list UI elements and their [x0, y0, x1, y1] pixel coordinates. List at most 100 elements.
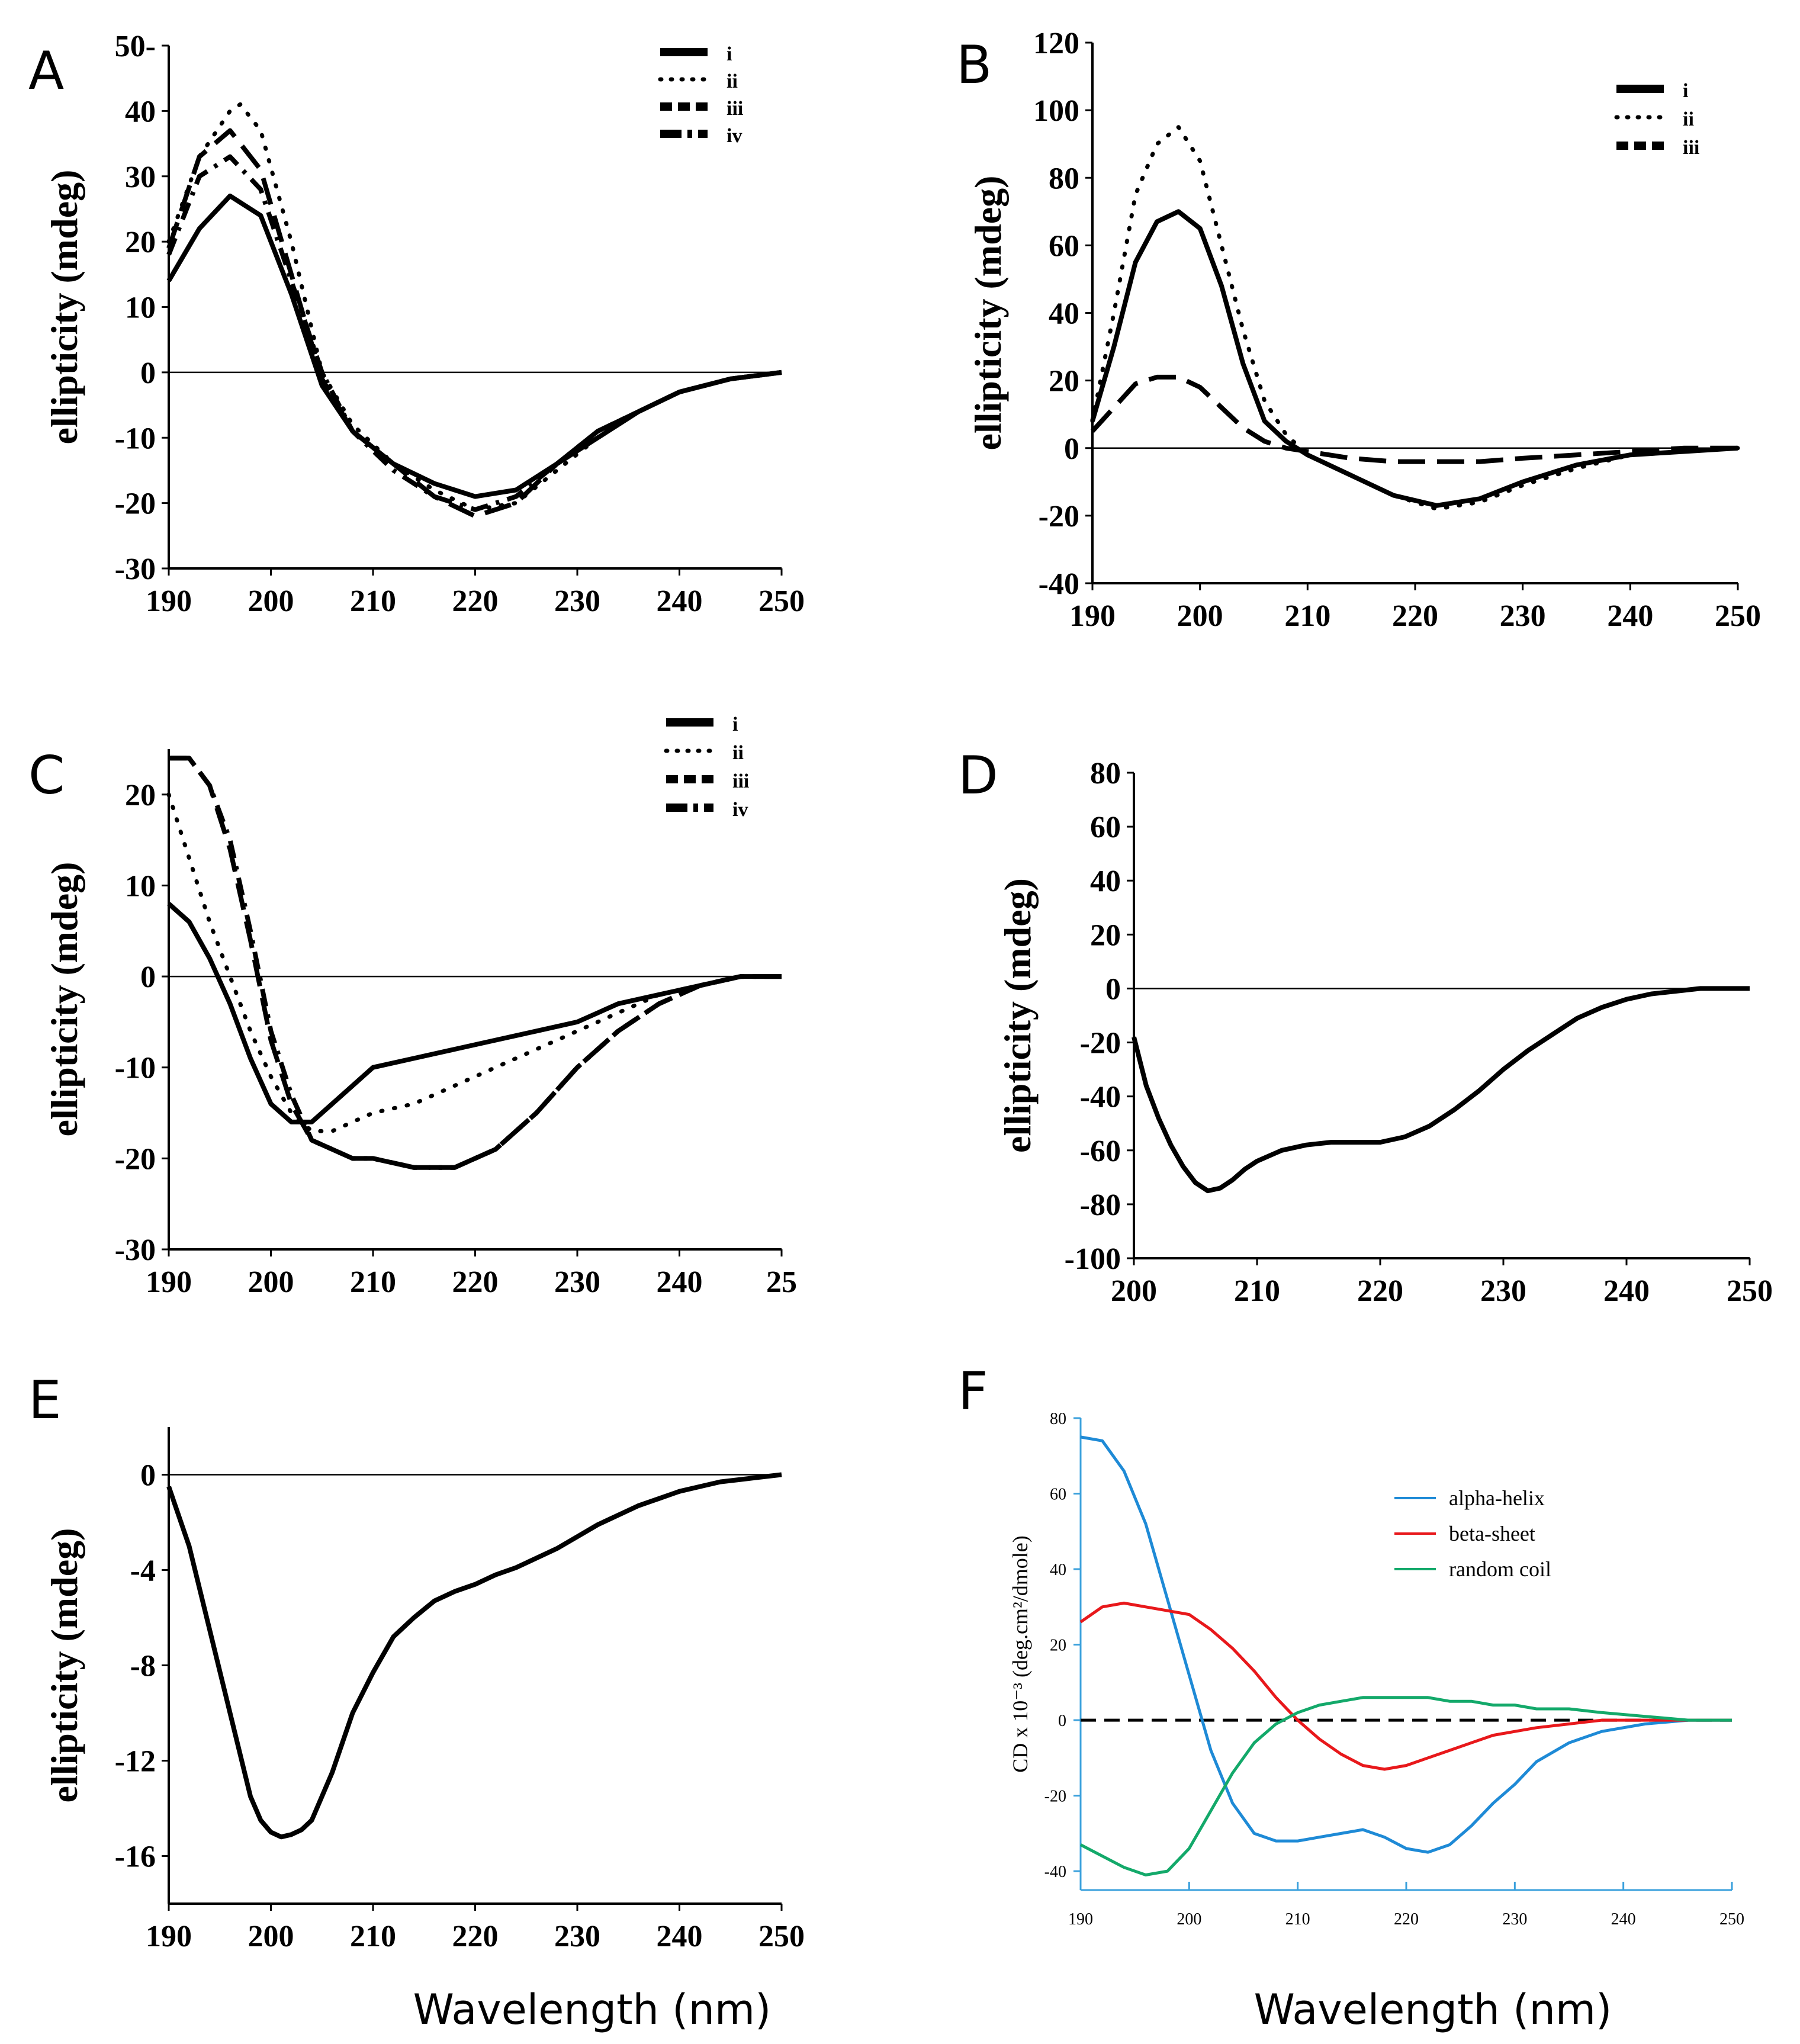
chart-c-x-tick-label: 220	[452, 1265, 499, 1299]
chart-c-y-tick-label: -20	[115, 1142, 156, 1176]
chart-b-x-tick-label: 240	[1607, 599, 1653, 633]
chart-a-x-tick-label: 240	[657, 584, 703, 618]
chart-e-x-tick-label: 240	[657, 1920, 703, 1953]
chart-b-x-tick-label: 230	[1500, 599, 1546, 633]
chart-c-y-tick-label: -10	[115, 1052, 156, 1085]
chart-f-x-tick-label: 210	[1285, 1910, 1310, 1929]
chart-d-y-tick-label: -40	[1080, 1081, 1121, 1114]
chart-e-y-tick-label: -16	[115, 1840, 156, 1874]
chart-d-y-tick-label: 0	[1105, 972, 1121, 1006]
chart-f-x-tick-label: 200	[1177, 1910, 1201, 1929]
chart-a-y-tick-label: -30	[115, 552, 156, 586]
chart-b-y-tick-label: 20	[1049, 365, 1079, 398]
chart-b-y-tick-label: 0	[1064, 432, 1079, 466]
chart-b-x-tick-label: 200	[1177, 599, 1223, 633]
chart-b-y-tick-label: 60	[1049, 229, 1079, 263]
chart-d-y-tick-label: 40	[1090, 864, 1121, 898]
chart-d-x-tick-label: 220	[1357, 1274, 1403, 1308]
chart-f-y-tick-label: 60	[1050, 1486, 1066, 1504]
chart-d-series-D	[1132, 986, 1750, 1194]
chart-c-x-tick-label: 230	[554, 1265, 600, 1299]
chart-e-x-tick-label: 190	[146, 1920, 192, 1953]
chart-b-series-iii	[1091, 374, 1738, 464]
chart-f-y-tick-label: -20	[1044, 1788, 1066, 1806]
chart-f-series-random-coil	[1079, 1696, 1732, 1876]
chart-a-x-tick-label: 220	[452, 584, 499, 618]
chart-f-panel-letter: F	[958, 1361, 988, 1422]
chart-a-legend-label: ii	[727, 70, 738, 92]
chart-a-x-tick-label: 200	[248, 584, 294, 618]
chart-d-x-tick-label: 240	[1603, 1274, 1650, 1308]
chart-a-y-tick-label: 10	[125, 291, 156, 325]
chart-d-x-tick-label: 210	[1234, 1274, 1280, 1308]
chart-a-x-tick-label: 250	[758, 584, 805, 618]
chart-c-y-tick-label: -30	[115, 1233, 156, 1267]
x-axis-label-left: Wavelength (nm)	[413, 1985, 772, 2034]
chart-b-y-tick-label: -20	[1039, 500, 1079, 534]
chart-f-legend-label: beta-sheet	[1449, 1522, 1535, 1545]
chart-d-y-axis-label: ellipticity (mdeg)	[997, 878, 1039, 1153]
chart-f-legend-label: random coil	[1449, 1557, 1551, 1581]
chart-a-legend-label: iv	[727, 125, 742, 147]
x-axis-label-right: Wavelength (nm)	[1254, 1985, 1612, 2034]
chart-f-x-tick-label: 240	[1611, 1910, 1636, 1929]
chart-a-legend-label: iii	[727, 98, 743, 120]
chart-f-y-axis-label: CD x 10⁻³ (deg.cm²/dmole)	[1008, 1535, 1032, 1773]
chart-a-x-tick-label: 230	[554, 584, 600, 618]
chart-a-series-iii	[166, 128, 782, 519]
chart-c-panel-letter: C	[28, 745, 65, 806]
chart-f-y-tick-label: -40	[1044, 1863, 1066, 1881]
chart-c-legend-label: iii	[732, 770, 749, 792]
chart-b-y-tick-label: 120	[1033, 27, 1079, 60]
chart-c-x-tick-label: 210	[350, 1265, 396, 1299]
chart-b-legend-label: ii	[1683, 108, 1694, 130]
chart-b-x-tick-label: 220	[1392, 599, 1438, 633]
chart-b-legend-label: i	[1683, 80, 1688, 102]
chart-c-series-ii	[166, 792, 784, 1133]
chart-d-y-tick-label: 80	[1090, 757, 1121, 790]
chart-b-legend-label: iii	[1683, 137, 1699, 159]
chart-a-y-tick-label: 50-	[115, 30, 156, 63]
chart-d-x-tick-label: 200	[1111, 1274, 1157, 1308]
chart-c-legend-label: ii	[732, 742, 744, 764]
chart-d-y-tick-label: 60	[1090, 811, 1121, 844]
chart-c-x-tick-label: 240	[657, 1265, 703, 1299]
chart-a-y-tick-label: 30	[125, 160, 156, 194]
chart-c-series-iii	[169, 756, 782, 1170]
chart-b-x-tick-label: 250	[1715, 599, 1761, 633]
chart-d-y-tick-label: -60	[1080, 1135, 1121, 1168]
chart-a-series-iv	[166, 154, 782, 512]
chart-d-x-tick-label: 230	[1480, 1274, 1526, 1308]
chart-f-y-tick-label: 80	[1050, 1410, 1066, 1428]
chart-f-series-alpha-helix	[1080, 1435, 1732, 1854]
chart-f-y-tick-label: 0	[1058, 1712, 1066, 1730]
chart-d-y-tick-label: -80	[1080, 1188, 1121, 1222]
chart-b-y-tick-label: 80	[1049, 162, 1079, 195]
chart-e-panel-letter: E	[28, 1370, 62, 1431]
chart-c-y-axis-label: ellipticity (mdeg)	[43, 862, 85, 1137]
chart-a-y-tick-label: 20	[125, 226, 156, 259]
chart-f-y-tick-label: 20	[1050, 1637, 1066, 1655]
chart-e-x-tick-label: 230	[554, 1920, 600, 1953]
chart-e-x-tick-label: 200	[248, 1920, 294, 1953]
chart-f-series-beta-sheet	[1079, 1601, 1732, 1771]
chart-f-x-tick-label: 250	[1719, 1910, 1744, 1929]
chart-d-y-tick-label: -20	[1080, 1027, 1121, 1060]
chart-e-y-axis-label: ellipticity (mdeg)	[43, 1528, 85, 1803]
chart-c-x-tick-label: 25	[766, 1265, 797, 1299]
chart-c-x-tick-label: 200	[248, 1265, 294, 1299]
chart-a-x-tick-label: 190	[146, 584, 192, 618]
chart-b-x-tick-label: 190	[1069, 599, 1116, 633]
chart-a-series-i	[166, 193, 782, 499]
chart-b-y-axis-label: ellipticity (mdeg)	[967, 176, 1009, 451]
chart-a-y-tick-label: 0	[140, 356, 156, 390]
chart-a-series-ii	[166, 102, 784, 512]
chart-b-y-tick-label: -40	[1039, 567, 1079, 601]
chart-d-x-tick-label: 250	[1727, 1274, 1773, 1308]
chart-e-x-tick-label: 220	[452, 1920, 499, 1953]
chart-e-y-tick-label: -12	[115, 1745, 156, 1779]
chart-f-x-tick-label: 230	[1502, 1910, 1527, 1929]
chart-e-y-tick-label: -4	[130, 1554, 156, 1588]
chart-a-x-tick-label: 210	[350, 584, 396, 618]
